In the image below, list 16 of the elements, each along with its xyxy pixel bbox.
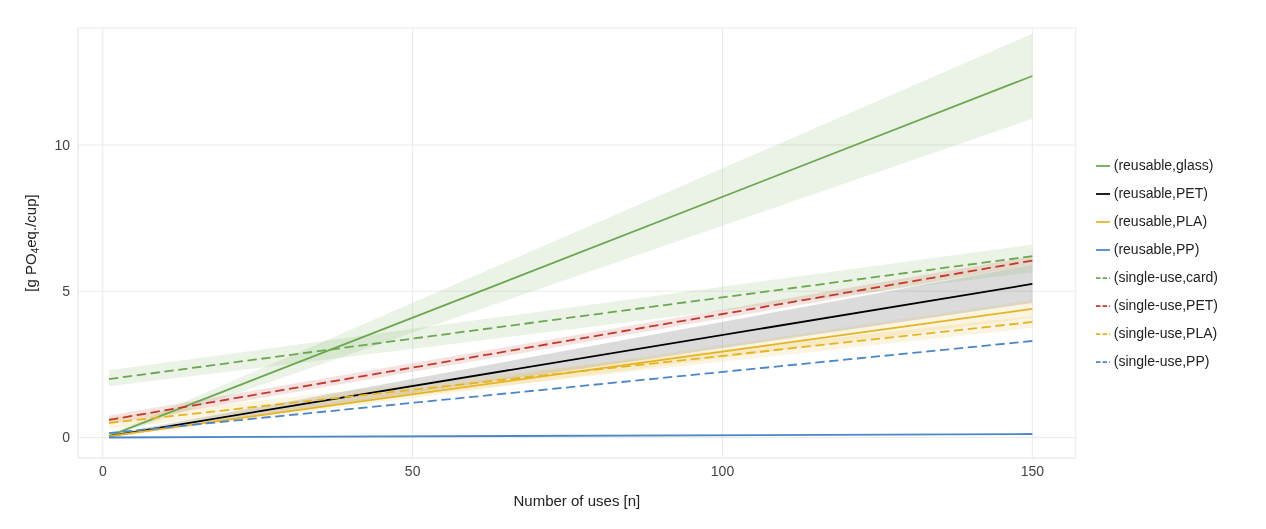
x-tick-label: 100	[710, 462, 735, 479]
legend-label: (reusable,glass)	[1113, 157, 1214, 173]
x-axis-title: Number of uses [n]	[513, 492, 641, 509]
legend-label: (single-use,PLA)	[1113, 325, 1218, 341]
legend-label: (reusable,PP)	[1113, 241, 1200, 257]
x-tick-label: 50	[404, 462, 421, 479]
legend-label: (single-use,PET)	[1113, 297, 1218, 313]
legend-label: (single-use,PP)	[1113, 353, 1210, 369]
legend-label: (single-use,card)	[1113, 269, 1218, 285]
y-tick-label: 5	[62, 283, 71, 300]
legend-label: (reusable,PET)	[1113, 185, 1208, 201]
legend-label: (reusable,PLA)	[1113, 213, 1208, 229]
x-tick-label: 150	[1020, 462, 1045, 479]
x-tick-label: 0	[98, 462, 107, 479]
y-tick-label: 10	[54, 136, 71, 153]
y-tick-label: 0	[62, 429, 71, 446]
